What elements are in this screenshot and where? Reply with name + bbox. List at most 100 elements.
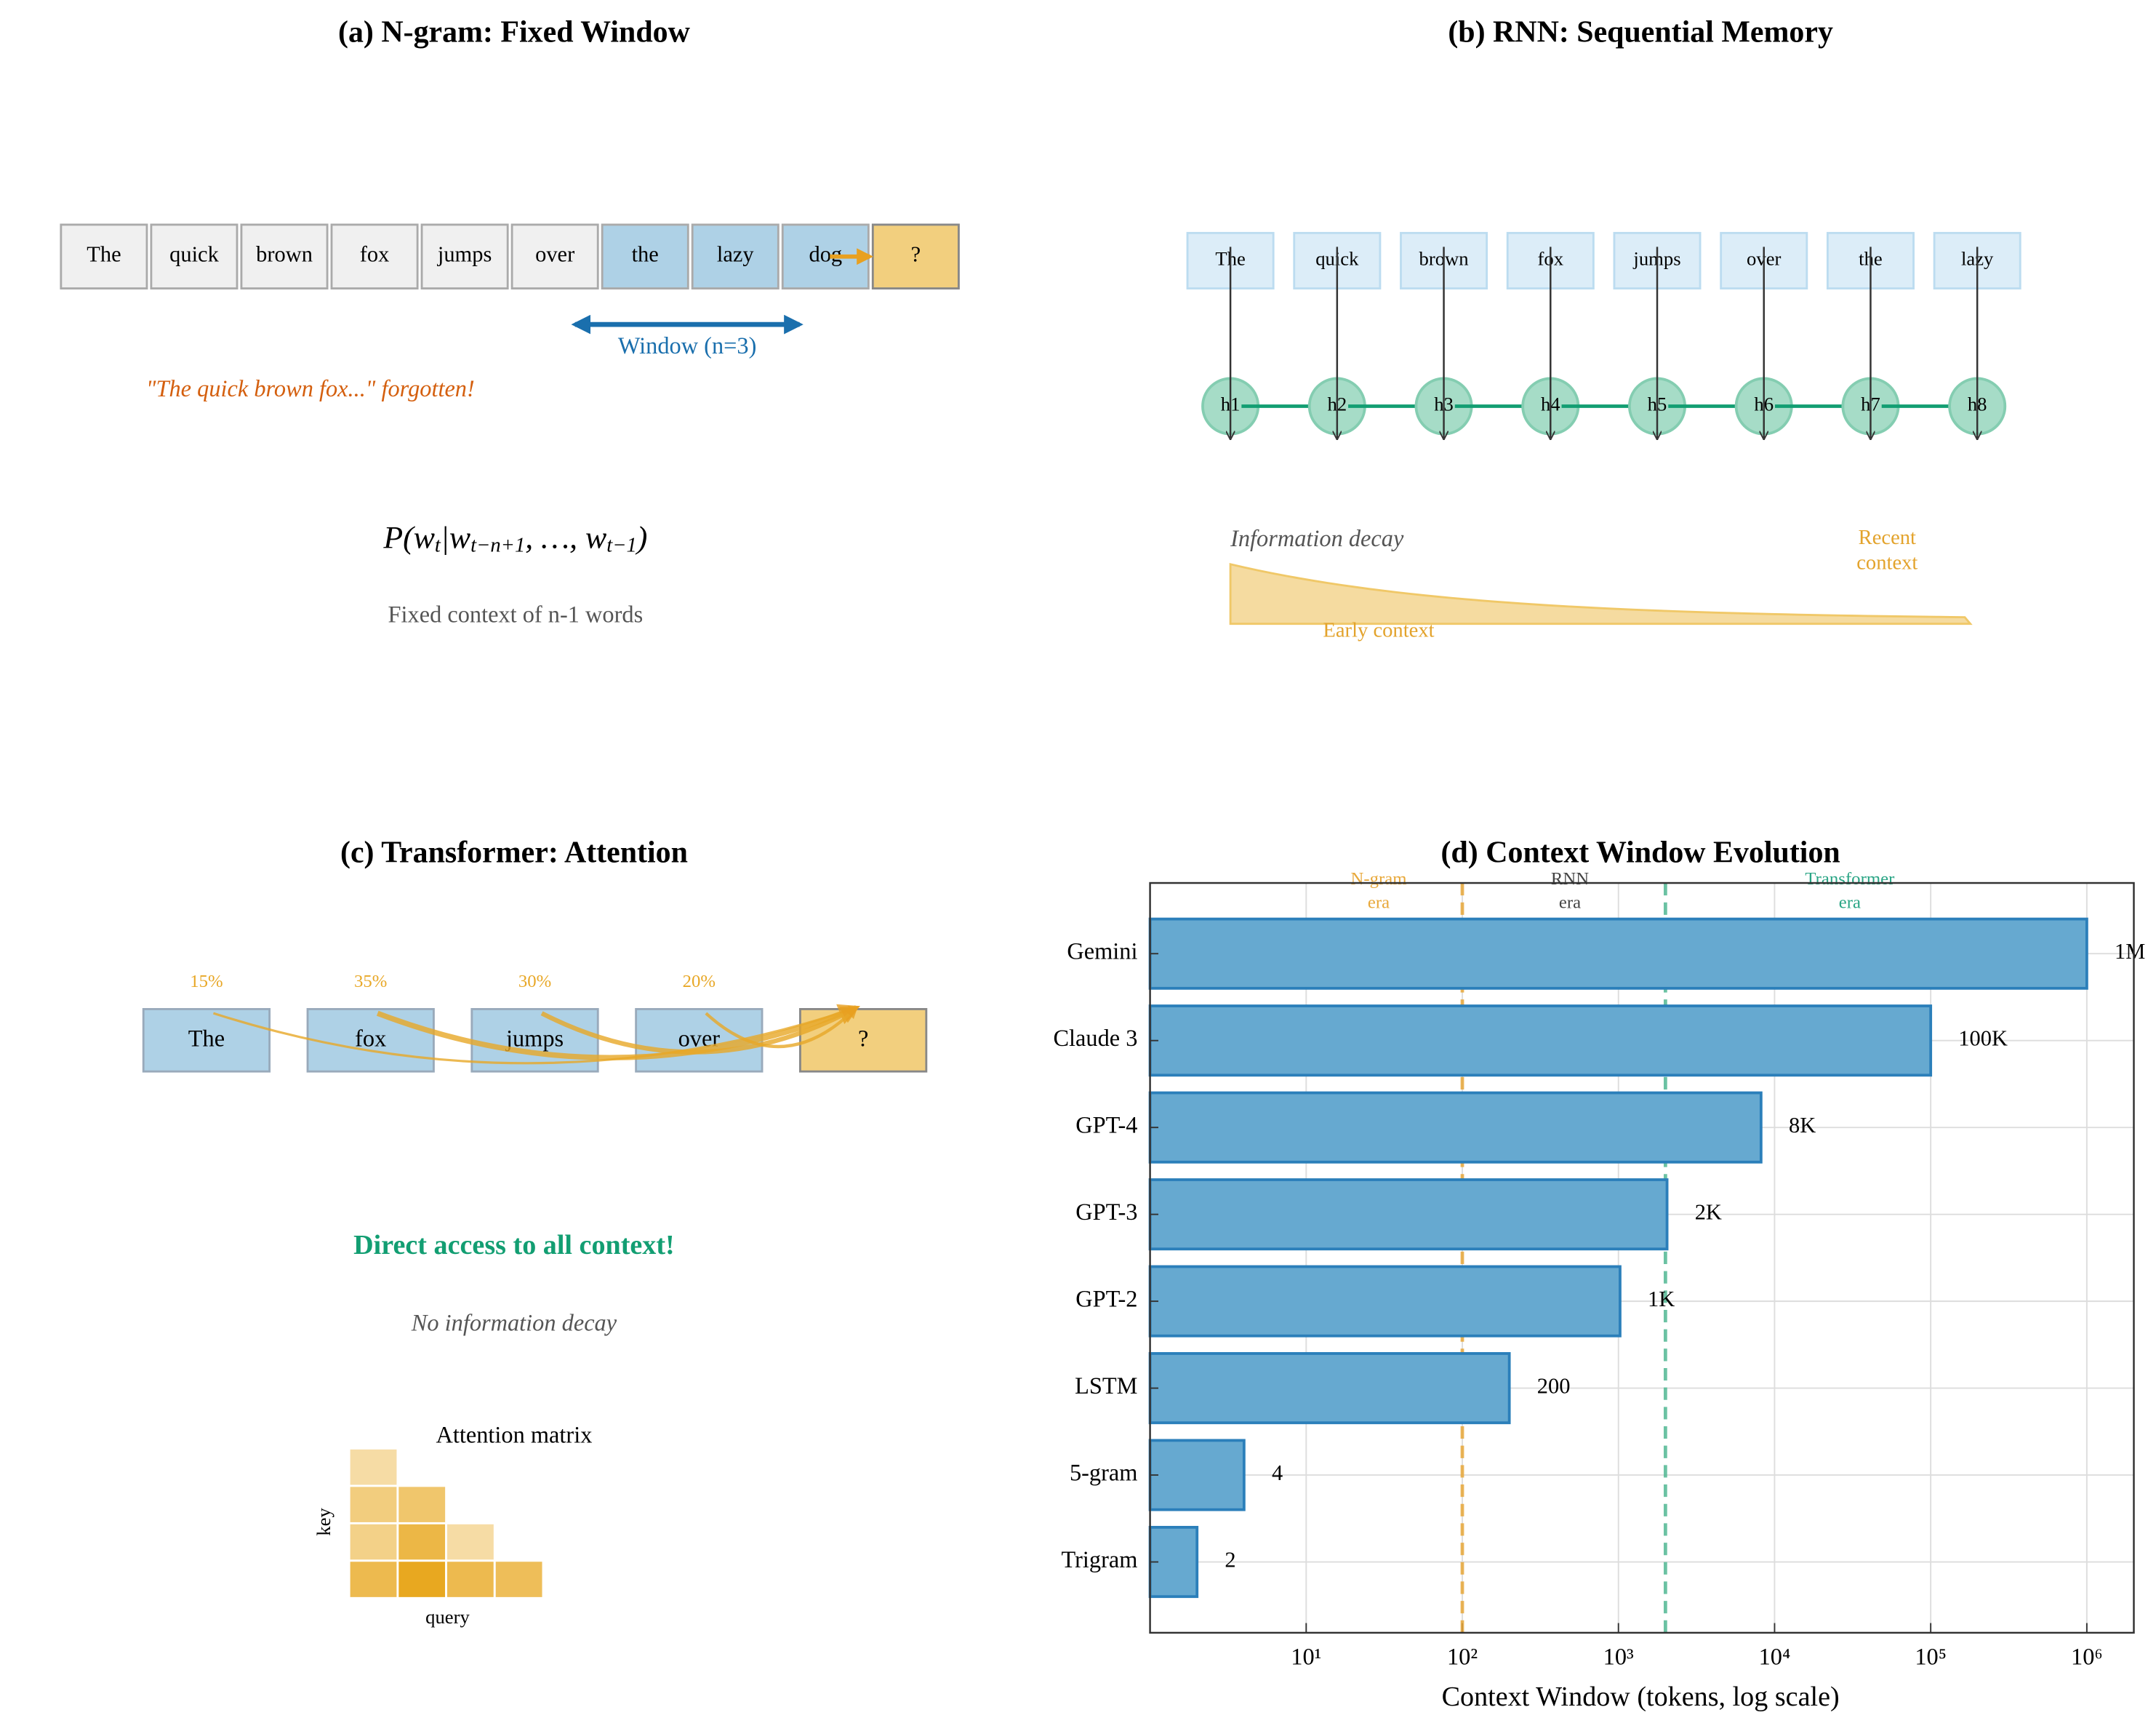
bar: [1148, 1352, 1511, 1425]
y-tick-label: GPT-4: [1075, 1113, 1137, 1139]
x-tick-label: 10²: [1447, 1644, 1478, 1671]
bar: [1148, 1004, 1933, 1077]
formula: P(wt|wt−n+1, …, wt−1): [382, 520, 647, 556]
value-label: 2K: [1695, 1200, 1722, 1225]
attention-arc: [540, 1005, 860, 1055]
decay-area: [1229, 562, 1973, 625]
recent-label: Recent: [1859, 527, 1916, 549]
value-label: 1M: [2115, 939, 2145, 964]
y-tick-label: 5-gram: [1070, 1460, 1138, 1487]
era-label: era: [1368, 892, 1390, 912]
value-label: 1K: [1648, 1287, 1675, 1311]
panel-title: (c) Transformer: Attention: [340, 836, 688, 870]
token-label: quick: [169, 242, 219, 267]
token-label: brown: [256, 242, 313, 267]
token-label: ?: [911, 242, 921, 267]
token-label: The: [87, 242, 121, 267]
matrix-cell: [396, 1484, 448, 1524]
formula-part: t−n+1: [470, 535, 525, 557]
y-tick-label: Trigram: [1062, 1547, 1138, 1573]
formula-part: P(w: [382, 520, 435, 555]
matrix-xlabel: query: [425, 1606, 470, 1628]
y-tick-label: Gemini: [1067, 939, 1137, 965]
y-tick-label: LSTM: [1075, 1373, 1137, 1399]
token-box: [150, 223, 239, 289]
token-box: [240, 223, 329, 289]
value-label: 100K: [1958, 1026, 2008, 1051]
value-label: 2: [1225, 1548, 1235, 1572]
token-box: [60, 223, 148, 289]
token-label: ?: [858, 1026, 868, 1052]
token-box: [601, 223, 689, 289]
value-label: 4: [1272, 1460, 1283, 1485]
window-label: Window (n=3): [618, 333, 757, 359]
bar: [1148, 917, 2088, 990]
token-box: [142, 1008, 271, 1073]
x-tick-label: 10¹: [1291, 1644, 1321, 1671]
panel-title: (a) N-gram: Fixed Window: [338, 15, 691, 49]
y-tick-label: GPT-3: [1075, 1199, 1137, 1226]
token-label: the: [632, 242, 659, 267]
weight-label: 30%: [518, 972, 551, 991]
token-label: fox: [355, 1026, 386, 1052]
value-label: 200: [1537, 1374, 1571, 1399]
token-label: fox: [360, 242, 390, 267]
attention-arc: [212, 1005, 859, 1065]
attention-arc: [705, 1006, 859, 1049]
matrix-cell: [348, 1447, 399, 1487]
matrix-cell: [348, 1522, 399, 1562]
x-tick-label: 10⁴: [1759, 1644, 1791, 1671]
formula-part: t: [435, 535, 441, 557]
matrix-cell: [348, 1484, 399, 1524]
bar: [1148, 1178, 1669, 1251]
token-box: [330, 223, 419, 289]
token-label: lazy: [717, 242, 755, 267]
token-box: [691, 223, 780, 289]
token-box: [510, 223, 599, 289]
weight-label: 15%: [190, 972, 223, 991]
decay-label: Information decay: [1230, 526, 1404, 552]
matrix-ylabel: key: [313, 1508, 334, 1536]
forgotten-note: "The quick brown fox..." forgotten!: [146, 376, 475, 402]
bar: [1148, 1439, 1246, 1511]
weight-label: 35%: [354, 972, 387, 991]
matrix-cell: [445, 1522, 496, 1562]
weight-label: 20%: [683, 972, 716, 991]
plot-frame: [1149, 882, 2135, 1634]
token-label: dog: [809, 242, 842, 267]
recent-label: context: [1856, 551, 1917, 574]
era-label: era: [1559, 892, 1581, 912]
headline: Direct access to all context!: [353, 1230, 675, 1260]
formula-caption: Fixed context of n-1 words: [388, 602, 644, 628]
formula-part: , …, w: [525, 520, 606, 555]
matrix-title: Attention matrix: [436, 1423, 592, 1449]
x-tick-label: 10³: [1603, 1644, 1634, 1671]
value-label: 8K: [1789, 1113, 1816, 1138]
token-box: [306, 1008, 435, 1073]
subline: No information decay: [411, 1310, 617, 1336]
matrix-cell: [396, 1559, 448, 1599]
bar: [1148, 1265, 1622, 1338]
matrix-cell: [445, 1559, 496, 1599]
x-tick-label: 10⁶: [2071, 1644, 2103, 1671]
bar: [1148, 1091, 1763, 1164]
x-tick-label: 10⁵: [1915, 1644, 1947, 1671]
token-label: over: [535, 242, 574, 267]
panel-title: (b) RNN: Sequential Memory: [1448, 15, 1833, 49]
y-tick-label: Claude 3: [1053, 1026, 1137, 1052]
token-box: [420, 223, 509, 289]
token-label: jumps: [437, 242, 492, 267]
formula-part: |w: [441, 520, 470, 555]
era-label: RNN: [1551, 869, 1589, 889]
formula-part: t−1: [606, 535, 637, 557]
era-label: era: [1839, 892, 1861, 912]
early-label: Early context: [1323, 620, 1434, 642]
era-label: N-gram: [1350, 869, 1406, 889]
matrix-cell: [348, 1559, 399, 1599]
x-axis-label: Context Window (tokens, log scale): [1442, 1682, 1840, 1712]
attention-arc: [376, 1004, 861, 1060]
y-tick-label: GPT-2: [1075, 1287, 1137, 1313]
token-label: The: [188, 1026, 225, 1052]
